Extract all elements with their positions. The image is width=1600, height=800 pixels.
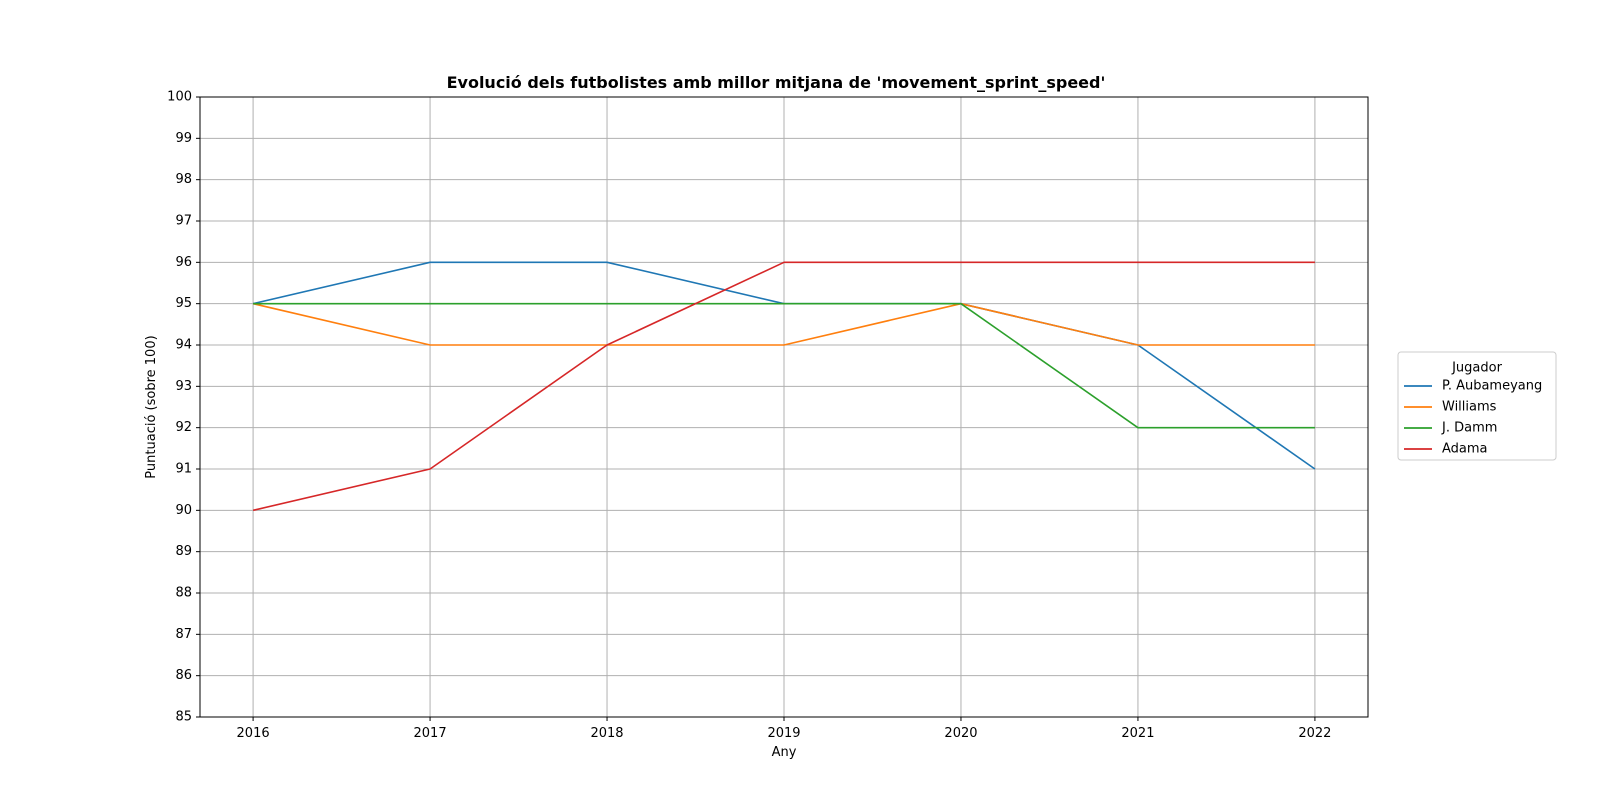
legend-entry-label: P. Aubameyang <box>1442 379 1542 394</box>
x-tick-label: 2021 <box>1121 726 1154 741</box>
y-tick-label: 94 <box>175 338 192 353</box>
x-axis-ticks: 2016 2017 2018 2019 2020 2021 2022 <box>237 717 1331 741</box>
chart-title: Evolució dels futbolistes amb millor mit… <box>447 73 1106 92</box>
y-tick-label: 99 <box>175 131 192 146</box>
legend-entry-label: Adama <box>1442 442 1488 457</box>
y-tick-label: 100 <box>167 90 192 105</box>
series-line <box>253 302 1315 429</box>
y-tick-label: 96 <box>175 255 192 270</box>
y-tick-label: 97 <box>175 214 192 229</box>
x-axis-label: Any <box>772 745 797 760</box>
x-tick-label: 2022 <box>1298 726 1331 741</box>
y-axis-ticks: 85 86 87 88 89 90 91 92 93 94 95 96 97 98 99 100 <box>167 90 200 725</box>
y-tick-label: 98 <box>175 172 192 187</box>
y-tick-label: 90 <box>175 503 192 518</box>
y-tick-label: 95 <box>175 296 192 311</box>
series-line <box>252 302 1315 346</box>
series-lines <box>252 261 1316 512</box>
legend: Jugador P. Aubameyang Williams J. Damm Adam… <box>1397 351 1557 461</box>
y-axis-label: Puntuació (sobre 100) <box>144 335 159 478</box>
y-tick-label: 85 <box>175 710 192 725</box>
y-tick-label: 87 <box>175 627 192 642</box>
series-line <box>252 261 1315 512</box>
x-tick-label: 2019 <box>767 726 800 741</box>
x-tick-label: 2020 <box>944 726 977 741</box>
x-tick-label: 2018 <box>590 726 623 741</box>
y-tick-label: 91 <box>175 462 192 477</box>
legend-entry-label: Williams <box>1442 400 1497 415</box>
legend-box <box>1397 351 1557 461</box>
y-tick-label: 92 <box>175 420 192 435</box>
x-tick-label: 2016 <box>237 726 270 741</box>
x-tick-label: 2017 <box>414 726 447 741</box>
y-tick-label: 93 <box>175 379 192 394</box>
grid <box>200 96 1368 718</box>
y-tick-label: 89 <box>175 544 192 559</box>
y-tick-label: 86 <box>175 668 192 683</box>
legend-title: Jugador <box>1451 361 1502 376</box>
y-tick-label: 88 <box>175 586 192 601</box>
legend-entry-label: J. Damm <box>1441 421 1497 436</box>
